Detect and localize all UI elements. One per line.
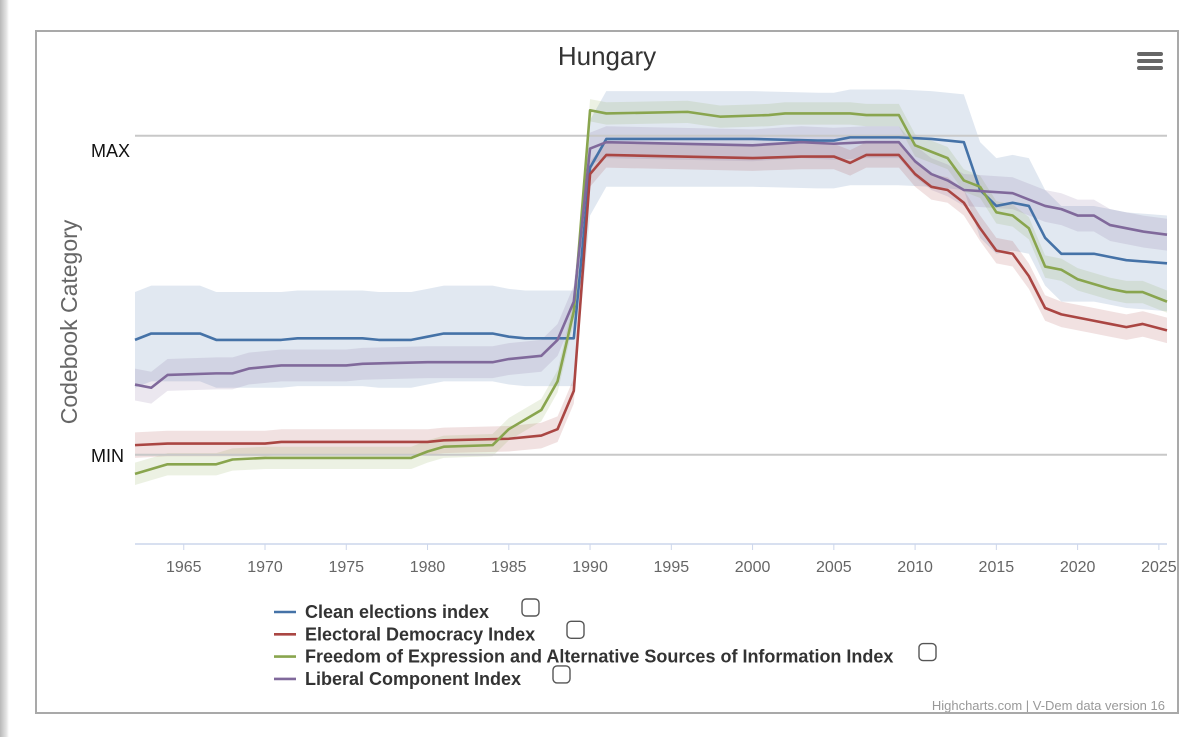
legend-item-2[interactable]: Freedom of Expression and Alternative So… [274,642,937,667]
series-line-1[interactable] [134,153,1168,447]
category-gridlines [135,134,1167,456]
x-tick-label: 1970 [247,559,283,576]
category-label-min: MIN [91,446,124,466]
x-tick-label: 2000 [735,559,771,576]
y-axis-title: Codebook Category [56,219,82,424]
x-tick-label: 1975 [328,559,364,576]
series-band-0 [135,89,1167,388]
legend-item-0[interactable]: Clean elections index [274,598,540,622]
page-edge-shadow [0,0,9,737]
legend-checkbox[interactable] [552,665,571,684]
category-label-max: MAX [91,141,130,161]
x-tick-label: 1980 [410,559,446,576]
menu-icon [1137,52,1163,70]
series-line-2[interactable] [134,108,1168,476]
x-tick-label: 2025 [1141,559,1177,576]
x-axis-ticks: 1965 1970 1975 1980 1985 1990 1995 2000 2005 2010… [166,544,1177,576]
series-lines [134,108,1168,476]
legend-checkbox[interactable] [918,642,937,662]
x-tick-label: 2020 [1060,559,1096,576]
legend-checkbox[interactable] [566,620,585,639]
chart-credits[interactable]: Highcharts.com | V-Dem data version 16 [932,698,1165,712]
legend-label: Liberal Component Index [305,669,521,689]
legend-item-3[interactable]: Liberal Component Index [274,665,571,689]
x-tick-label: 1965 [166,559,202,576]
chart-container: 1965 1970 1975 1980 1985 1990 1995 2000 2005 2010… [35,30,1179,714]
legend-checkbox[interactable] [521,598,540,617]
chart-title: Hungary [558,41,656,71]
confidence-bands [135,89,1167,486]
series-line-0[interactable] [134,136,1168,342]
series-band-3 [135,126,1167,404]
chart-menu-button[interactable] [1133,48,1167,74]
legend-label: Electoral Democracy Index [305,624,535,644]
x-tick-label: 2015 [979,559,1015,576]
legend-label: Freedom of Expression and Alternative So… [305,647,893,667]
x-tick-label: 1995 [654,559,690,576]
x-tick-label: 2010 [897,559,933,576]
series-line-3[interactable] [134,140,1168,390]
legend-item-1[interactable]: Electoral Democracy Index [274,620,585,644]
chart: 1965 1970 1975 1980 1985 1990 1995 2000 2005 2010… [56,41,1177,712]
x-tick-label: 2005 [816,559,852,576]
legend-label: Clean elections index [305,602,489,622]
x-tick-label: 1990 [572,559,608,576]
x-tick-label: 1985 [491,559,527,576]
